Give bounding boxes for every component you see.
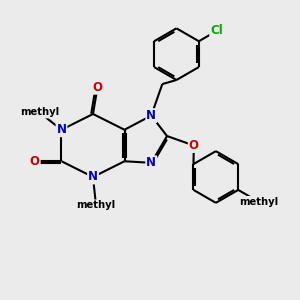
Text: Cl: Cl bbox=[210, 25, 223, 38]
Text: N: N bbox=[146, 109, 156, 122]
Text: methyl: methyl bbox=[20, 107, 58, 117]
Text: methyl: methyl bbox=[239, 197, 278, 207]
Text: N: N bbox=[88, 170, 98, 184]
Text: methyl: methyl bbox=[76, 200, 116, 210]
Text: methyl: methyl bbox=[20, 107, 58, 117]
Text: N: N bbox=[56, 123, 67, 136]
Text: methyl: methyl bbox=[20, 107, 59, 117]
Text: O: O bbox=[30, 155, 40, 168]
Text: N: N bbox=[146, 156, 156, 169]
Text: O: O bbox=[189, 139, 199, 152]
Text: O: O bbox=[92, 81, 103, 94]
